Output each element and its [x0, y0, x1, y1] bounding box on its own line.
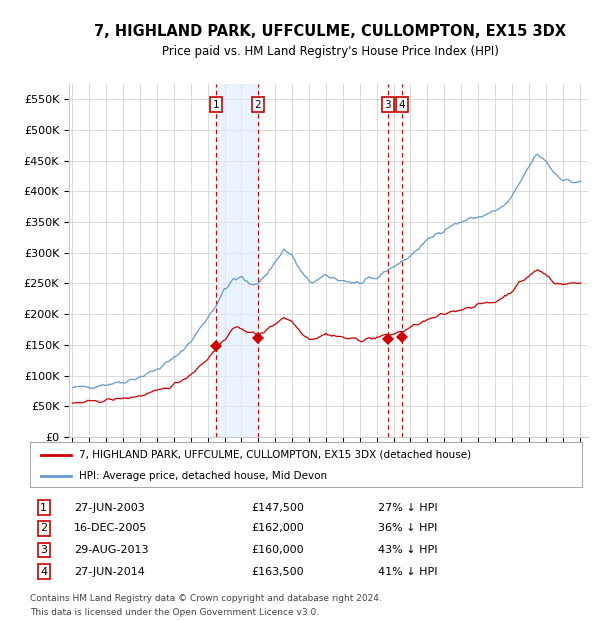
- Text: 4: 4: [398, 100, 405, 110]
- Text: £147,500: £147,500: [251, 503, 304, 513]
- Text: £162,000: £162,000: [251, 523, 304, 533]
- Text: This data is licensed under the Open Government Licence v3.0.: This data is licensed under the Open Gov…: [30, 608, 319, 617]
- Text: 4: 4: [40, 567, 47, 577]
- Text: 3: 3: [385, 100, 391, 110]
- Text: 3: 3: [40, 545, 47, 555]
- Text: 27-JUN-2003: 27-JUN-2003: [74, 503, 145, 513]
- Text: 16-DEC-2005: 16-DEC-2005: [74, 523, 148, 533]
- Text: 36% ↓ HPI: 36% ↓ HPI: [378, 523, 437, 533]
- Text: Price paid vs. HM Land Registry's House Price Index (HPI): Price paid vs. HM Land Registry's House …: [161, 45, 499, 58]
- Text: 27-JUN-2014: 27-JUN-2014: [74, 567, 145, 577]
- Bar: [216, 84, 257, 437]
- Text: Contains HM Land Registry data © Crown copyright and database right 2024.: Contains HM Land Registry data © Crown c…: [30, 594, 382, 603]
- Text: 1: 1: [212, 100, 219, 110]
- Text: 41% ↓ HPI: 41% ↓ HPI: [378, 567, 437, 577]
- Text: £160,000: £160,000: [251, 545, 304, 555]
- Text: HPI: Average price, detached house, Mid Devon: HPI: Average price, detached house, Mid …: [79, 471, 327, 480]
- Text: 7, HIGHLAND PARK, UFFCULME, CULLOMPTON, EX15 3DX: 7, HIGHLAND PARK, UFFCULME, CULLOMPTON, …: [94, 24, 566, 38]
- Text: 2: 2: [254, 100, 261, 110]
- Text: 43% ↓ HPI: 43% ↓ HPI: [378, 545, 437, 555]
- Text: 1: 1: [40, 503, 47, 513]
- Text: 27% ↓ HPI: 27% ↓ HPI: [378, 503, 437, 513]
- Text: 29-AUG-2013: 29-AUG-2013: [74, 545, 149, 555]
- Text: £163,500: £163,500: [251, 567, 304, 577]
- Text: 7, HIGHLAND PARK, UFFCULME, CULLOMPTON, EX15 3DX (detached house): 7, HIGHLAND PARK, UFFCULME, CULLOMPTON, …: [79, 450, 471, 459]
- Text: 2: 2: [40, 523, 47, 533]
